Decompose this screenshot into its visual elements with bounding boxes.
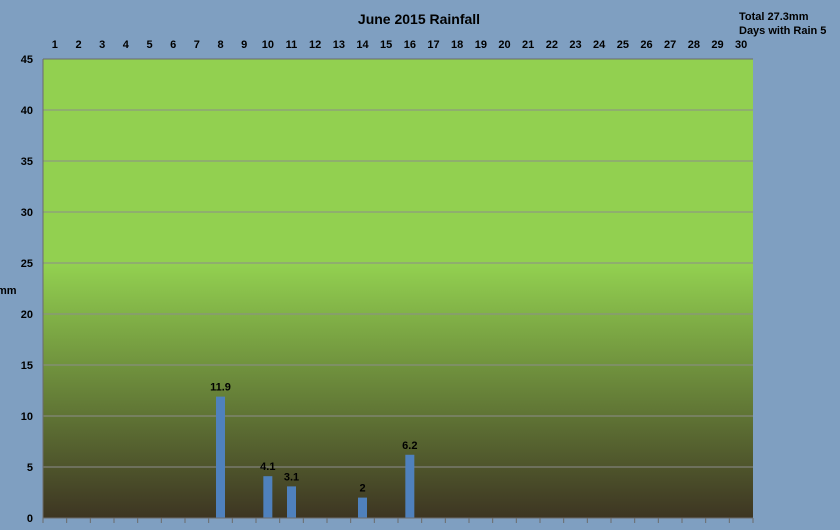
days-with-rain: Days with Rain 5 <box>739 25 826 37</box>
x-tick-label: 3 <box>99 39 105 51</box>
data-label: 11.9 <box>210 382 231 394</box>
y-tick-label: 40 <box>21 105 33 117</box>
y-tick-label: 30 <box>21 207 33 219</box>
x-tick-label: 21 <box>522 39 534 51</box>
x-tick-label: 14 <box>356 39 369 51</box>
bar-day-11 <box>287 486 296 518</box>
x-tick-label: 6 <box>170 39 176 51</box>
x-tick-label: 22 <box>546 39 558 51</box>
x-tick-label: 19 <box>475 39 487 51</box>
bar-day-8 <box>216 396 225 518</box>
y-tick-label: 15 <box>21 360 33 372</box>
x-tick-label: 17 <box>427 39 439 51</box>
y-tick-label: 5 <box>27 462 33 474</box>
bar-day-10 <box>263 476 273 518</box>
y-tick-label: 25 <box>21 258 33 270</box>
x-tick-label: 20 <box>498 39 510 51</box>
bar-day-16 <box>405 454 415 518</box>
data-label: 2 <box>359 483 365 495</box>
x-tick-label: 28 <box>688 39 700 51</box>
x-tick-label: 4 <box>123 39 130 51</box>
bars: 11.9 4.1 3.1 2 6.2 <box>210 382 417 518</box>
x-tick-label: 23 <box>569 39 581 51</box>
x-tick-label: 18 <box>451 39 463 51</box>
bar-day-14 <box>358 497 367 518</box>
x-tick-label: 13 <box>333 39 345 51</box>
x-tick-label: 25 <box>617 39 629 51</box>
x-tick-label: 27 <box>664 39 676 51</box>
data-label: 6.2 <box>402 440 417 452</box>
x-tick-label: 1 <box>52 39 58 51</box>
x-tick-label: 15 <box>380 39 392 51</box>
data-label: 3.1 <box>284 471 299 483</box>
x-tick-label: 26 <box>640 39 652 51</box>
total-rainfall: Total 27.3mm <box>739 11 809 23</box>
chart-title: June 2015 Rainfall <box>358 11 480 27</box>
x-tick-label: 8 <box>217 39 223 51</box>
y-tick-label: 45 <box>21 54 33 66</box>
y-tick-label: 35 <box>21 156 33 168</box>
x-tick-label: 9 <box>241 39 247 51</box>
x-tick-label: 11 <box>286 39 298 51</box>
data-label: 4.1 <box>260 461 275 473</box>
x-tick-label: 2 <box>75 39 81 51</box>
x-tick-label: 30 <box>735 39 747 51</box>
x-tick-label: 7 <box>194 39 200 51</box>
x-tick-label: 24 <box>593 39 606 51</box>
plot-area <box>43 59 753 518</box>
y-tick-label: 10 <box>21 411 33 423</box>
y-tick-label: 0 <box>27 513 33 525</box>
y-axis-label: mm <box>0 285 17 297</box>
x-tick-label: 12 <box>309 39 321 51</box>
y-tick-label: 20 <box>21 309 33 321</box>
x-tick-label: 16 <box>404 39 416 51</box>
x-tick-label: 5 <box>146 39 152 51</box>
x-tick-label: 10 <box>262 39 274 51</box>
x-tick-label: 29 <box>711 39 723 51</box>
